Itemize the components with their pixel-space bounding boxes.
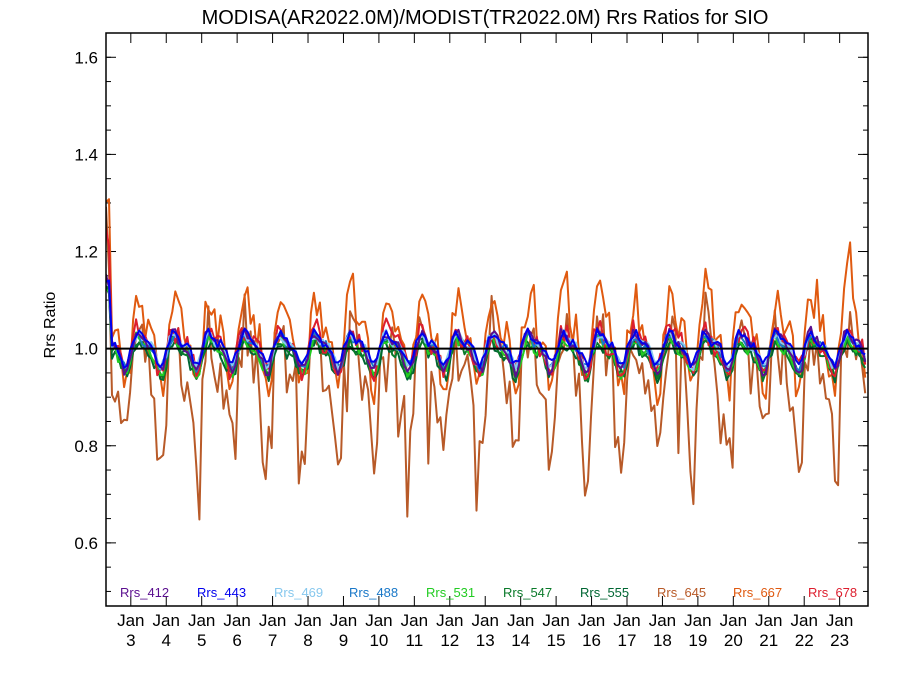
legend-entry-rrs_531: Rrs_531 bbox=[426, 585, 475, 600]
y-tick-label: 1.0 bbox=[74, 340, 98, 359]
x-tick-label-month: Jan bbox=[578, 611, 605, 630]
x-tick-label-month: Jan bbox=[365, 611, 392, 630]
legend-entry-rrs_547: Rrs_547 bbox=[503, 585, 552, 600]
x-tick-label-day: 14 bbox=[511, 631, 530, 650]
legend-entry-rrs_645: Rrs_645 bbox=[657, 585, 706, 600]
x-tick-label-day: 6 bbox=[232, 631, 241, 650]
y-tick-label: 0.6 bbox=[74, 534, 98, 553]
x-tick-label-day: 5 bbox=[197, 631, 206, 650]
series-group bbox=[106, 198, 867, 521]
x-tick-label-month: Jan bbox=[720, 611, 747, 630]
x-tick-label-day: 11 bbox=[406, 631, 424, 650]
x-tick-label-month: Jan bbox=[755, 611, 782, 630]
chart-title: MODISA(AR2022.0M)/MODIST(TR2022.0M) Rrs … bbox=[202, 7, 769, 29]
series-line-rrs_443 bbox=[106, 279, 866, 370]
x-tick-label-month: Jan bbox=[294, 611, 321, 630]
x-tick-label-month: Jan bbox=[401, 611, 428, 630]
x-tick-label-month: Jan bbox=[472, 611, 499, 630]
y-tick-label: 1.6 bbox=[74, 48, 98, 67]
x-tick-label-month: Jan bbox=[826, 611, 853, 630]
x-tick-label-month: Jan bbox=[188, 611, 215, 630]
x-tick-label-day: 22 bbox=[795, 631, 814, 650]
x-tick-label-day: 3 bbox=[126, 631, 135, 650]
legend-entry-rrs_412: Rrs_412 bbox=[120, 585, 169, 600]
plot-area: 0.60.81.01.21.41.6Jan3Jan4Jan5Jan6Jan7Ja… bbox=[74, 32, 869, 650]
legend-entry-rrs_667: Rrs_667 bbox=[733, 585, 782, 600]
x-tick-label-month: Jan bbox=[153, 611, 180, 630]
y-tick-label: 0.8 bbox=[74, 437, 98, 456]
x-tick-label-month: Jan bbox=[613, 611, 640, 630]
x-tick-label-day: 21 bbox=[759, 631, 778, 650]
x-tick-label-day: 18 bbox=[653, 631, 672, 650]
legend-entry-rrs_555: Rrs_555 bbox=[580, 585, 629, 600]
plot-frame bbox=[105, 32, 869, 607]
x-tick-label-month: Jan bbox=[223, 611, 250, 630]
x-tick-label-month: Jan bbox=[542, 611, 569, 630]
x-tick-label-day: 4 bbox=[162, 631, 171, 650]
y-axis-label: Rrs Ratio bbox=[42, 292, 59, 359]
x-tick-label-month: Jan bbox=[117, 611, 144, 630]
x-tick-label-day: 9 bbox=[339, 631, 348, 650]
x-tick-label-day: 20 bbox=[724, 631, 743, 650]
x-tick-label-month: Jan bbox=[790, 611, 817, 630]
x-tick-label-day: 7 bbox=[268, 631, 277, 650]
x-tick-label-month: Jan bbox=[684, 611, 711, 630]
series-line-rrs_469 bbox=[106, 280, 867, 372]
x-tick-label-day: 17 bbox=[618, 631, 637, 650]
x-tick-label-month: Jan bbox=[436, 611, 463, 630]
x-tick-label-day: 15 bbox=[547, 631, 566, 650]
x-tick-label-day: 10 bbox=[369, 631, 388, 650]
legend-entry-rrs_443: Rrs_443 bbox=[197, 585, 246, 600]
y-tick-label: 1.4 bbox=[74, 145, 98, 164]
legend-entry-rrs_488: Rrs_488 bbox=[349, 585, 398, 600]
x-tick-label-day: 16 bbox=[582, 631, 601, 650]
x-tick-label-day: 13 bbox=[476, 631, 495, 650]
legend-entry-rrs_469: Rrs_469 bbox=[274, 585, 323, 600]
x-tick-label-month: Jan bbox=[259, 611, 286, 630]
x-tick-label-day: 23 bbox=[830, 631, 849, 650]
y-tick-label: 1.2 bbox=[74, 243, 98, 262]
x-tick-label-month: Jan bbox=[507, 611, 534, 630]
x-tick-label-day: 12 bbox=[440, 631, 459, 650]
legend-entry-rrs_678: Rrs_678 bbox=[808, 585, 857, 600]
x-tick-label-day: 19 bbox=[688, 631, 707, 650]
x-tick-label-day: 8 bbox=[303, 631, 312, 650]
series-line-rrs_667 bbox=[106, 198, 867, 406]
x-tick-label-month: Jan bbox=[649, 611, 676, 630]
x-tick-label-month: Jan bbox=[330, 611, 357, 630]
